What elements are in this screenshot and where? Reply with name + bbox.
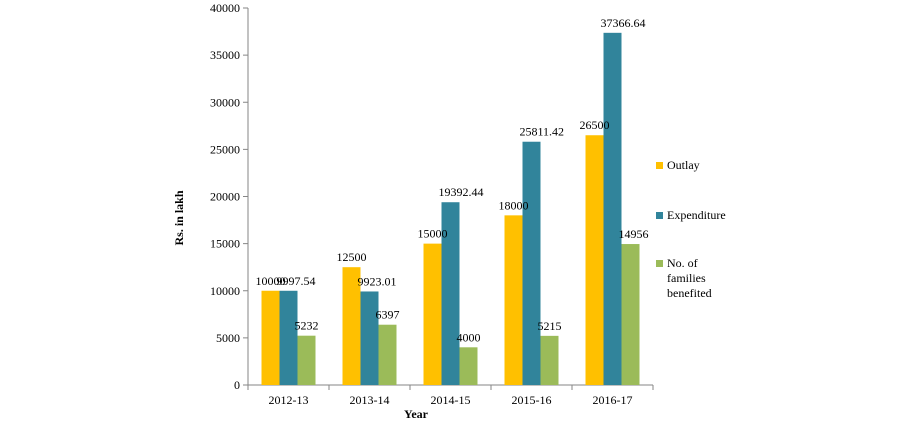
bar-expenditure [522,141,541,385]
data-label: 9997.54 [277,274,316,288]
x-axis: 2012-13 2013-14 2014-15 2015-16 2016-17 [247,384,654,407]
y-tick-label: 25000 [210,142,240,156]
x-axis-title: Year [404,407,429,421]
data-label: 18000 [499,198,529,212]
data-label: 19392.44 [439,185,484,199]
y-tick-label: 5000 [216,331,240,345]
legend-label-line: families [667,271,706,285]
x-tick-label: 2012-13 [269,393,309,407]
bar-series-group [261,32,640,385]
legend-swatch [656,162,663,169]
data-label: 15000 [418,227,448,241]
y-axis-title: Rs. in lakh [172,190,186,245]
y-tick-label: 15000 [210,237,240,251]
legend-label-line: benefited [667,286,712,300]
y-tick-label: 20000 [210,190,240,204]
legend-swatch [656,260,663,267]
bar-families-benefited [297,335,316,385]
legend-label: Expenditure [667,208,726,222]
bar-outlay [504,215,523,385]
data-label: 4000 [457,330,481,344]
legend-swatch [656,212,663,219]
data-label: 9923.01 [358,274,397,288]
y-axis: 0 5000 10000 15000 20000 25000 30000 35000 40000 [210,1,249,392]
x-tick-label: 2013-14 [350,393,390,407]
bar-outlay [342,267,361,385]
bar-outlay [423,243,442,385]
legend-label: No. of families benefited [667,256,712,300]
legend-label-line: Outlay [667,158,700,172]
bar-families-benefited [378,324,397,385]
data-label: 25811.42 [520,125,565,139]
data-label: 10000 [256,274,286,288]
bar-families-benefited [540,335,559,385]
bar-outlay [261,290,280,385]
x-tick-label: 2016-17 [593,393,633,407]
data-label: 12500 [337,250,367,264]
legend-label: Outlay [667,158,700,172]
y-tick-label: 0 [234,378,240,392]
bar-expenditure [441,202,460,385]
data-label: 5215 [538,319,562,333]
y-tick-label: 40000 [210,1,240,15]
bar-outlay [585,135,604,385]
legend-label-line: Expenditure [667,208,726,222]
y-tick-label: 10000 [210,284,240,298]
x-tick-label: 2014-15 [431,393,471,407]
bar-expenditure [279,290,298,385]
bar-families-benefited [459,347,478,385]
legend-label-line: No. of [667,256,698,270]
bar-families-benefited [621,244,640,385]
legend: Outlay Expenditure No. of families benefited [656,158,726,300]
y-tick-label: 35000 [210,48,240,62]
bar-expenditure [360,291,379,385]
bar-expenditure [603,32,622,385]
data-label: 37366.64 [601,16,646,30]
data-label: 14956 [619,227,649,241]
y-tick-label: 30000 [210,95,240,109]
data-label: 5232 [295,319,319,333]
x-tick-label: 2015-16 [512,393,552,407]
data-label: 6397 [376,308,400,322]
data-label: 26500 [580,118,610,132]
